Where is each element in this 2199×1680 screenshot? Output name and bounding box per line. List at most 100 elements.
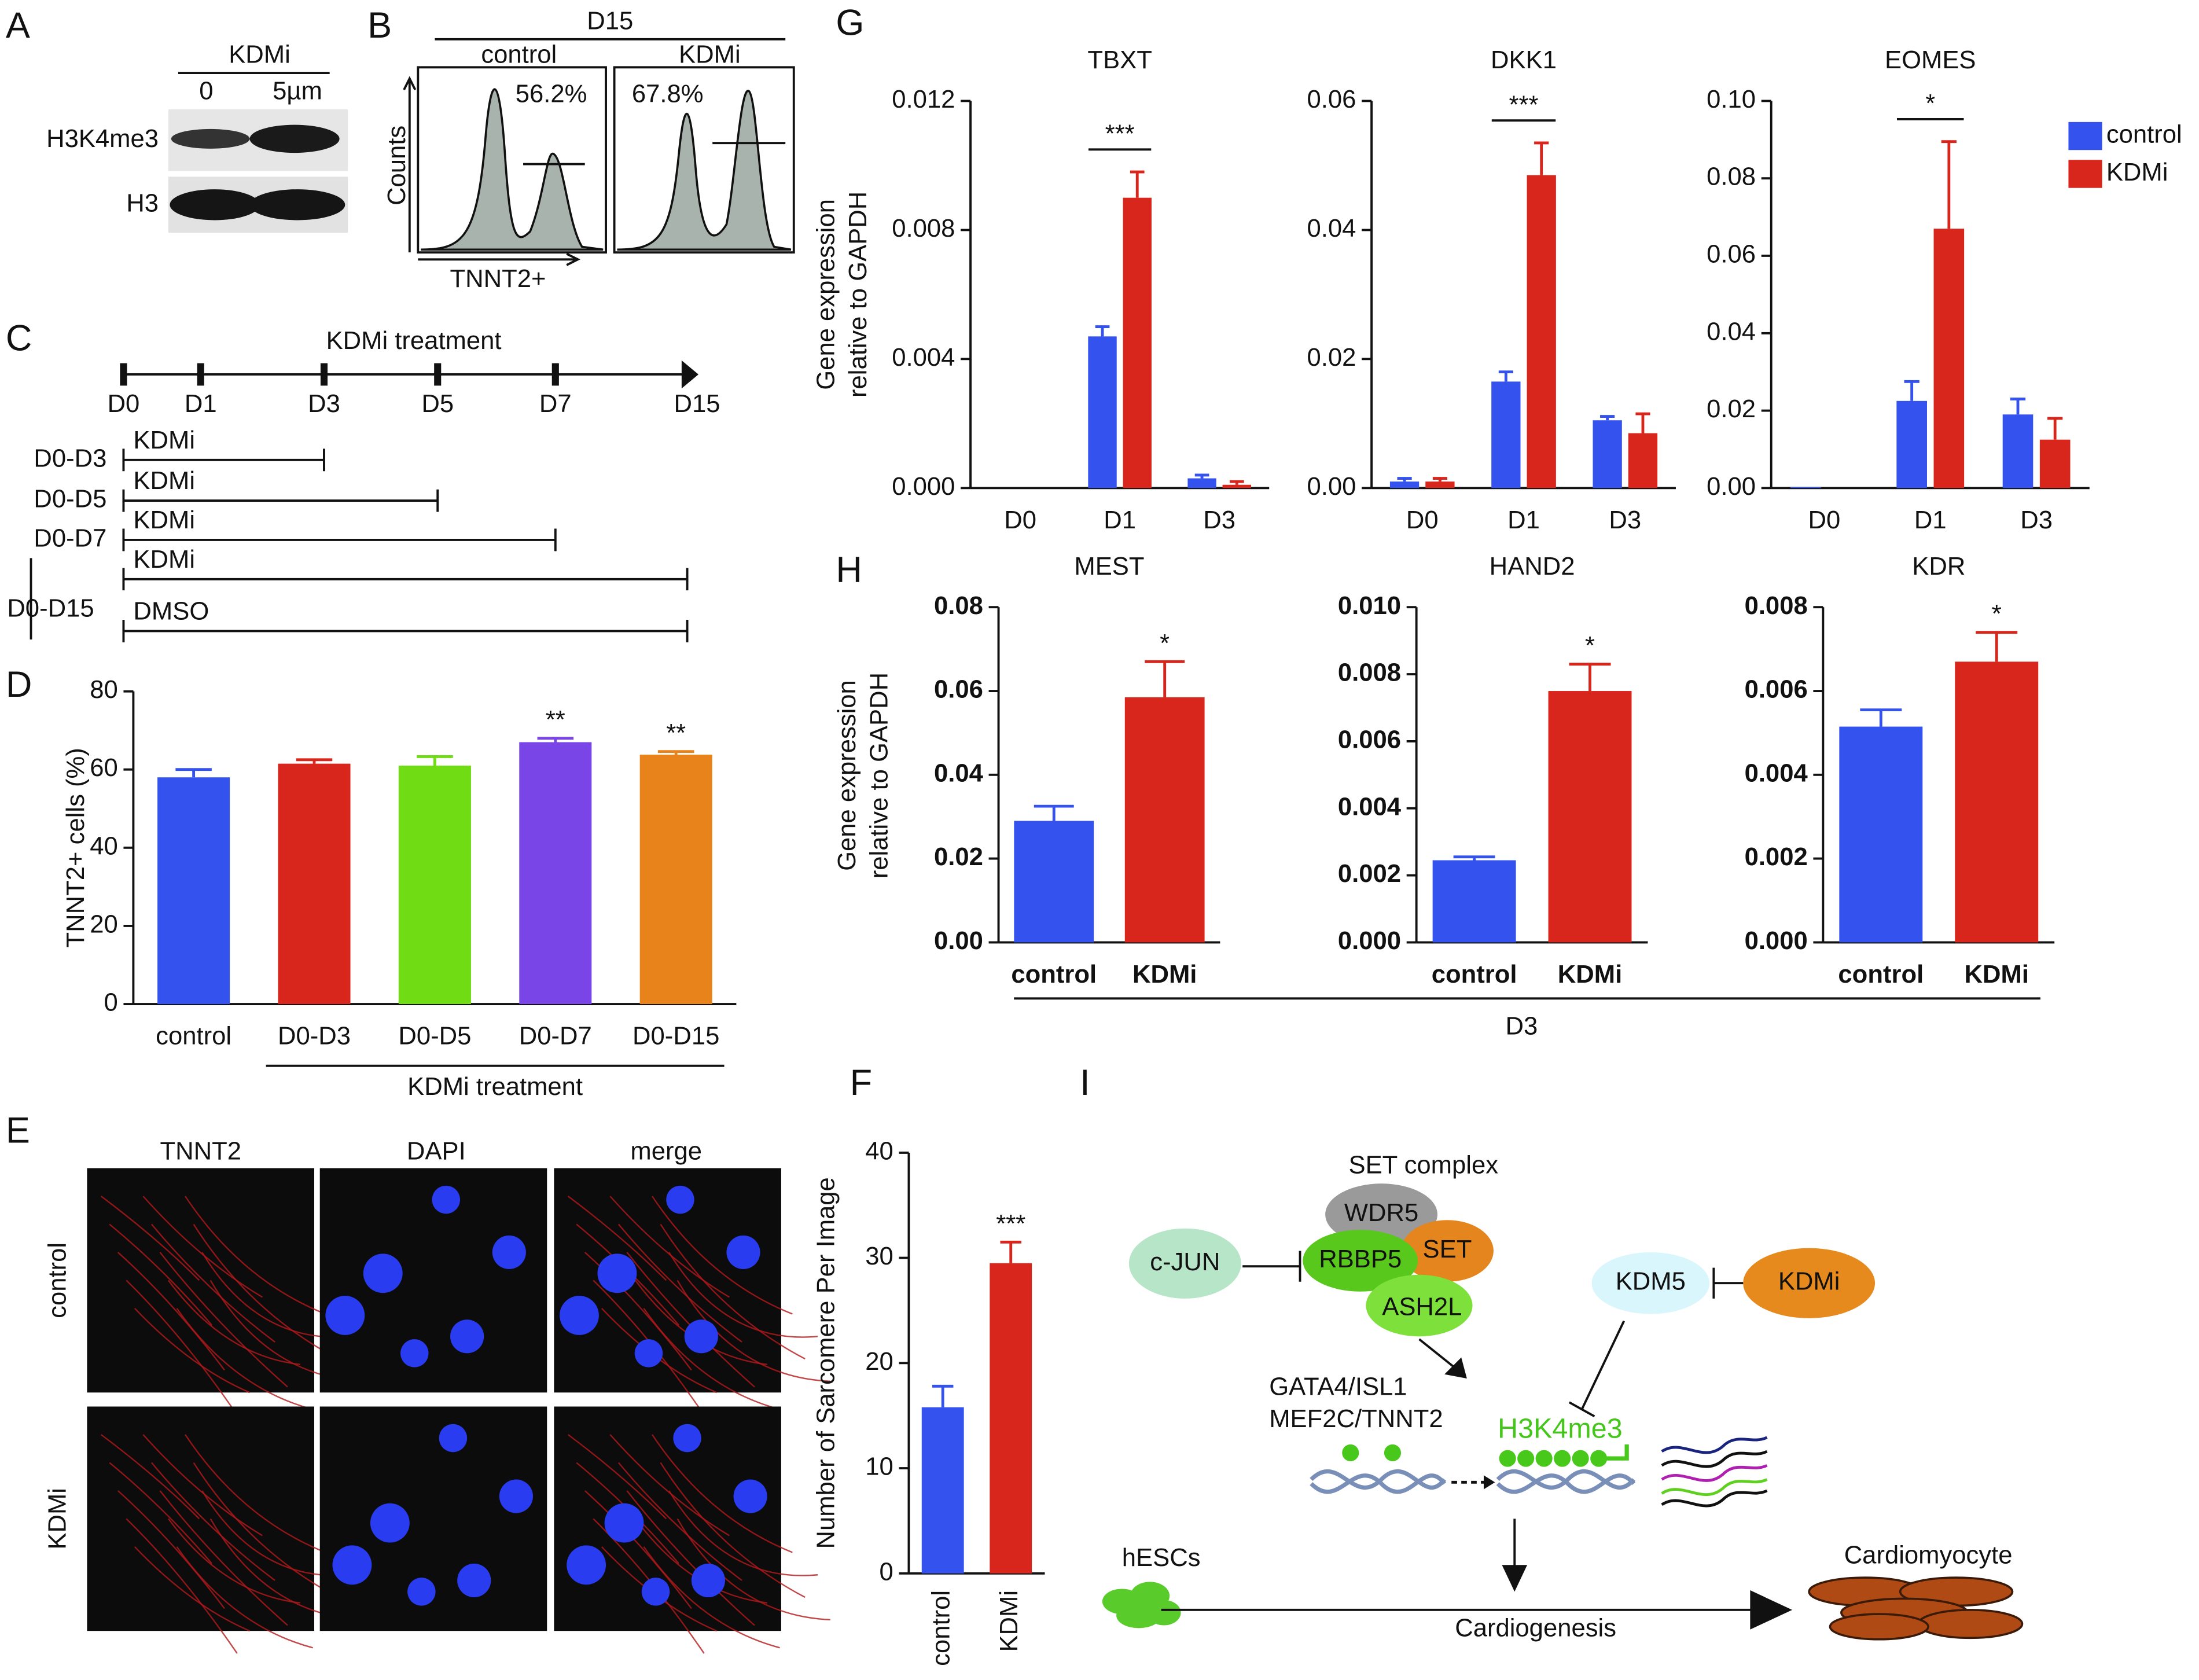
nucleus [733,1479,767,1513]
x-tick-label: D1 [1104,506,1136,534]
chart: 0.000 0.004 0.008 0.012 TBXT D0 D1 D3 *** [892,46,1270,534]
error-bar [2047,417,2063,440]
transcription [1598,1444,1629,1461]
tnnt2-signal [626,1252,755,1388]
tnnt2-signal [159,1490,288,1626]
chart: 0.000 0.002 0.004 0.006 0.008 KDR control KDMi * [1745,553,2055,988]
inhibition [1242,1251,1301,1282]
y-tick-label: 0.04 [934,759,984,787]
error-bar [932,1384,954,1407]
x-tick-label: D0-D7 [519,1023,592,1050]
tnnt2-signal [185,1434,326,1553]
flow-gate-percent: 67.8% [632,80,704,108]
chart-title: MEST [1074,553,1144,580]
x-tick-label: control [1011,961,1097,988]
tnnt2-signal [651,1196,793,1315]
bar [1933,229,1965,488]
tnnt2-signal [617,1223,742,1343]
error-bar [1130,170,1145,198]
error-bar [657,750,694,755]
chart-title: HAND2 [1490,553,1575,580]
process-label: Cardiogenesis [1455,1614,1616,1642]
tnnt2-signal [609,1196,730,1298]
x-tick-label: D3 [1203,506,1235,534]
nucleus [726,1235,760,1270]
significance: * [1925,90,1935,117]
panel-letter: A [6,5,30,46]
timeline-day: D1 [185,390,217,418]
bar [1790,487,1821,488]
bar [1088,336,1117,488]
nucleus [641,1578,670,1606]
regimen-label: D0-D3 [34,444,106,472]
timeline-tick [551,363,559,386]
y-axis-label: relative to GAPDH [865,672,893,878]
y-tick-label: 0.08 [1707,163,1756,191]
methyl-group [1499,1450,1608,1467]
diagram: SET complex WDR5 RBBP5 SET ASH2L c-JUN K… [1102,1152,2024,1642]
x-tick-label: D0 [1004,506,1036,534]
x-tick-label: D3 [1609,506,1641,534]
y-axis-label: Gene expression [833,680,861,871]
error-bar [1397,477,1412,482]
legend-swatch [2068,160,2102,188]
imaging: TNNT2 DAPI merge control KDMi [43,1137,702,1549]
regimen-line [122,449,325,472]
group-label: KDMi treatment [407,1073,583,1101]
regimen-drug: KDMi [133,546,195,574]
tnnt2-signal [142,1434,263,1536]
x-tick-label: control [156,1023,231,1050]
bar [1187,478,1216,488]
error-bar [1600,415,1615,421]
x-tick-label: D0 [1406,506,1439,534]
y-tick-label: 0.04 [1307,215,1356,242]
timeline-long-label: D0-D15 [7,595,94,623]
bar [2039,439,2071,488]
flow-gate-percent: 56.2% [516,80,587,108]
blot-dose: 0 [199,77,213,105]
nucleus [560,1296,599,1335]
y-tick-label: 0.000 [1745,927,1808,955]
nucleus [604,1503,644,1543]
y-tick-label: 0.002 [1338,860,1401,888]
y-tick-label: 60 [90,754,118,782]
bar [2002,414,2033,488]
arrow [1418,1338,1455,1369]
flow-histogram [617,90,792,251]
subunit [1366,1274,1473,1337]
y-tick-label: 0.06 [1307,86,1356,113]
transcripts [1661,1436,1768,1508]
y-tick-label: 0.008 [1745,592,1808,620]
subunit-label: WDR5 [1344,1199,1418,1227]
micrograph [87,1406,315,1631]
nucleus [325,1296,365,1335]
subunit [1400,1220,1494,1282]
bar [921,1407,964,1574]
chart: 0.000 0.002 0.004 0.006 0.008 0.010 HAND2 contr… [1338,553,1648,988]
significance: * [1160,630,1170,657]
timeline-day: D3 [308,390,340,418]
x-tick-label: KDMi [1558,961,1622,988]
tnnt2-signal [168,1280,300,1365]
bar [1955,661,2039,943]
regimen-line [122,489,439,512]
y-axis-label: relative to GAPDH [844,192,872,398]
tnnt2-signal [134,1308,251,1394]
tnnt2-signal [159,1252,288,1388]
bar [1548,691,1632,943]
y-axis-label: TNNT2+ cells (%) [62,748,90,947]
flow-frame [417,66,607,254]
node-label: KDMi [1778,1268,1840,1296]
y-tick-label: 0.008 [1338,659,1401,687]
flow-axes [403,76,580,266]
x-tick-label: D3 [2020,506,2053,534]
tnnt2-signal [134,1546,251,1632]
cells [1102,1582,1181,1628]
subunit [1303,1230,1418,1292]
y-tick-label: 0.006 [1745,676,1808,704]
stain-label: DAPI [407,1137,466,1165]
panel-letter: E [6,1111,30,1151]
bar [990,1263,1032,1574]
y-tick-label: 30 [865,1242,893,1270]
flow-cytometry: D15 control KDMi 56.2% 67.8% Counts TNNT… [383,7,795,293]
